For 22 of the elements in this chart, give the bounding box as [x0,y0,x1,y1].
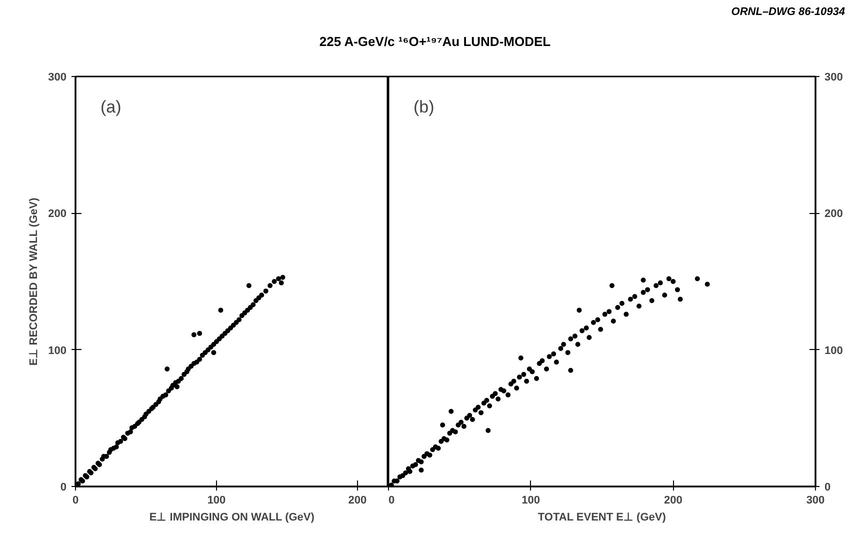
x-axis-title: TOTAL EVENT E⊥ (GeV) [538,512,666,524]
y-tick-label: 0 [824,482,831,494]
y-tick-label: 100 [824,344,843,357]
text: ORNL–DWG 86-10934 [731,5,845,20]
x-tick-label: 100 [207,494,226,506]
annotation: (a) [100,98,122,116]
y-tick-label: 0 [60,482,67,494]
x-tick-label: 0 [388,494,395,506]
y-axis-title: E⊥ RECORDED BY WALL (GeV) [28,197,40,366]
y-tick-label: 300 [824,72,843,84]
text: 225 A-GeV/c ¹⁶O+¹⁹⁷Au LUND-MODEL [319,33,551,51]
x-tick-label: 300 [806,494,825,506]
x-axis-title: E⊥ IMPINGING ON WALL (GeV) [149,512,315,524]
y-tick-label: 200 [48,208,67,220]
x-tick-label: 0 [72,494,79,506]
x-tick-label: 200 [348,494,367,506]
x-tick-label: 200 [664,494,682,506]
annotation: (b) [414,98,434,116]
y-tick-label: 100 [48,344,67,357]
y-tick-label: 300 [48,72,67,84]
y-tick-label: 200 [824,208,843,220]
x-tick-label: 100 [522,494,540,506]
